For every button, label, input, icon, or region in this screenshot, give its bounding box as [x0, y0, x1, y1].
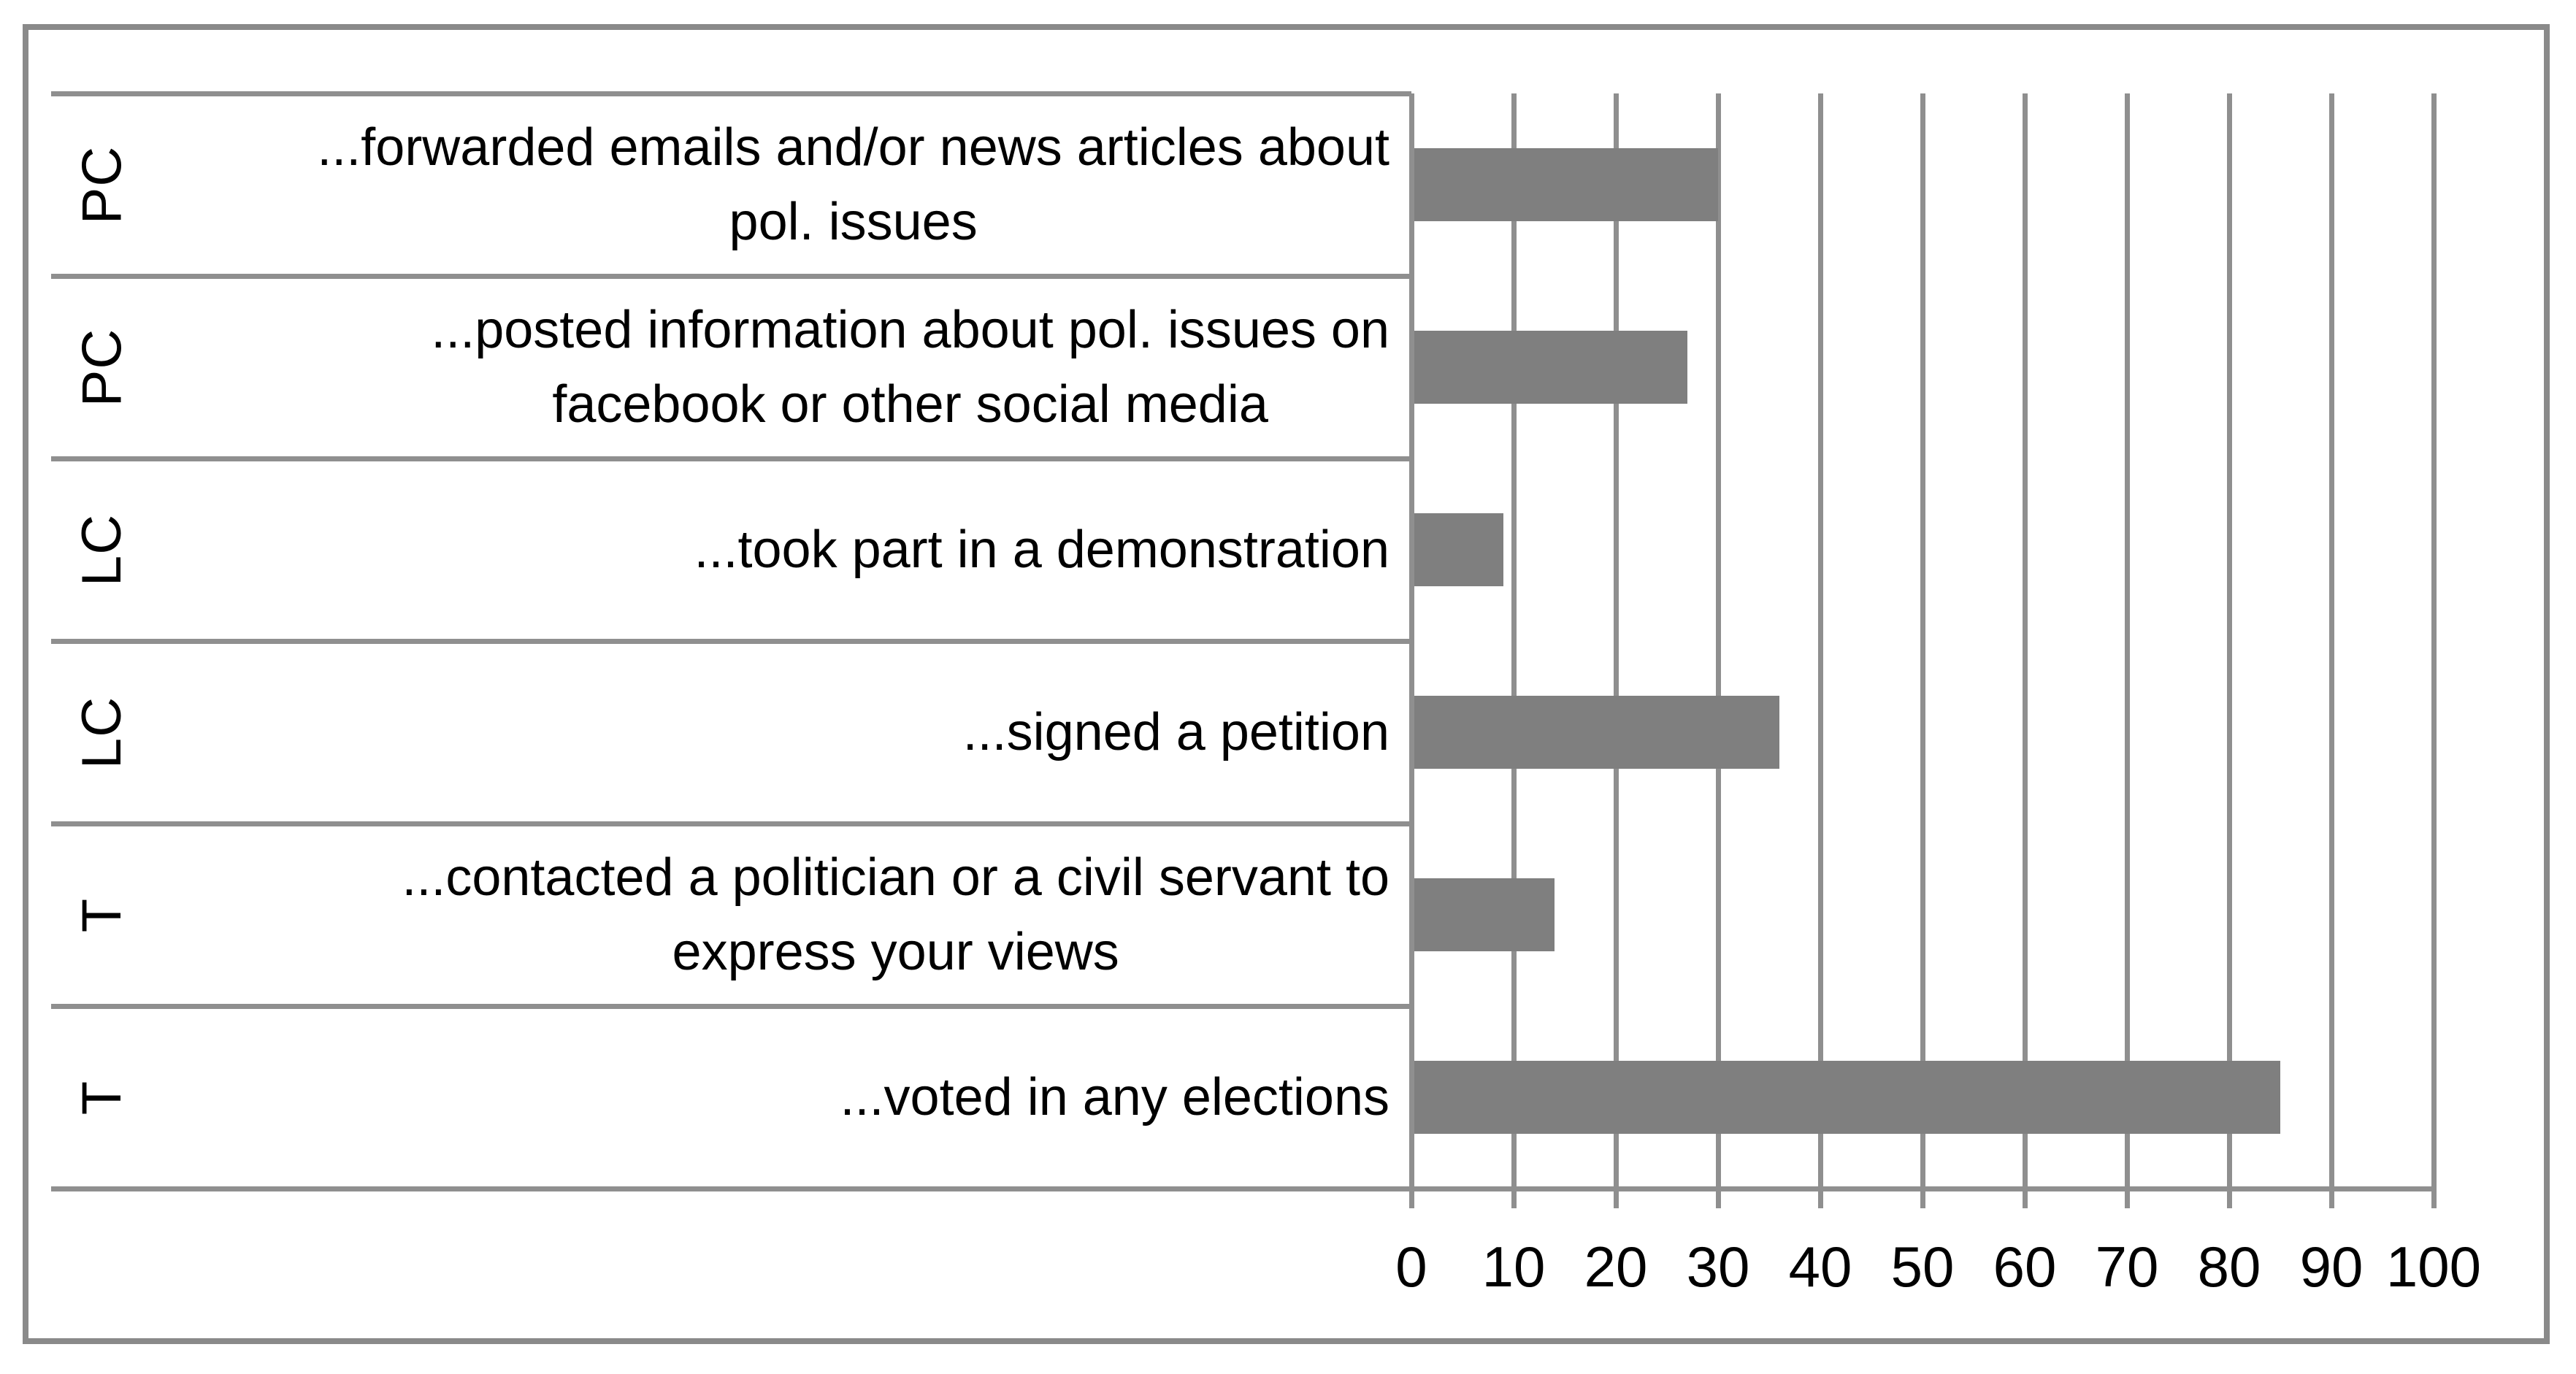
category-label-cell: ...contacted a politician or a civil ser… [161, 824, 1411, 1006]
group-label-cell: PC [51, 93, 153, 276]
category-label-line: ...posted information about pol. issues … [431, 301, 1389, 359]
category-label-line: facebook or other social media [552, 375, 1268, 434]
category-label-cell: ...posted information about pol. issues … [161, 276, 1411, 458]
group-label-cell: T [51, 1006, 153, 1189]
gridline [2023, 93, 2028, 1208]
bar [1411, 1061, 2280, 1134]
category-label-cell: ...signed a petition [161, 641, 1411, 824]
y-axis-line [1409, 93, 1414, 1208]
x-tick-label: 80 [2197, 1235, 2261, 1299]
category-label-line: ...voted in any elections [840, 1068, 1389, 1127]
category-label: ...posted information about pol. issues … [431, 293, 1389, 442]
row-separator-line [51, 639, 1411, 644]
category-label-cell: ...took part in a demonstration [161, 458, 1411, 641]
x-tick-label: 40 [1788, 1235, 1852, 1299]
category-label: ...voted in any elections [840, 1060, 1389, 1135]
gridline [1511, 93, 1517, 1208]
category-label: ...forwarded emails and/or news articles… [317, 110, 1389, 259]
x-tick-label: 10 [1481, 1235, 1546, 1299]
bar [1411, 148, 1718, 221]
x-tick-label: 70 [2095, 1235, 2159, 1299]
x-tick-label: 60 [1993, 1235, 2057, 1299]
category-label-line: express your views [672, 923, 1119, 981]
group-label: PC [71, 145, 134, 224]
gridline [1716, 93, 1721, 1208]
group-label-cell: LC [51, 458, 153, 641]
category-label-line: ...forwarded emails and/or news articles… [317, 118, 1389, 177]
x-tick-label: 90 [2299, 1235, 2364, 1299]
group-label-cell: T [51, 824, 153, 1006]
group-label: T [71, 897, 134, 932]
group-label-cell: PC [51, 276, 153, 458]
row-separator-line [51, 1004, 1411, 1009]
x-tick-label: 30 [1686, 1235, 1750, 1299]
row-separator-line [51, 274, 1411, 279]
gridline [2431, 93, 2437, 1208]
category-label-line: ...signed a petition [962, 703, 1389, 761]
row-separator-line [51, 91, 1411, 96]
group-label: T [71, 1080, 134, 1115]
gridline [1818, 93, 1823, 1208]
gridline [1920, 93, 1925, 1208]
row-separator-line [51, 821, 1411, 826]
group-label: PC [71, 328, 134, 407]
x-tick-label: 0 [1395, 1235, 1427, 1299]
bar [1411, 696, 1779, 769]
category-label: ...took part in a demonstration [694, 513, 1389, 587]
category-label-cell: ...voted in any elections [161, 1006, 1411, 1189]
gridline [2329, 93, 2334, 1208]
bar [1411, 513, 1503, 586]
row-separator-line [51, 456, 1411, 461]
gridline [2125, 93, 2130, 1208]
category-label-cell: ...forwarded emails and/or news articles… [161, 93, 1411, 276]
gridline [2227, 93, 2232, 1208]
category-label-line: ...took part in a demonstration [694, 521, 1389, 579]
gridline [1614, 93, 1619, 1208]
x-axis-line [51, 1186, 2437, 1191]
x-tick-label: 100 [2385, 1235, 2482, 1299]
bar [1411, 331, 1687, 404]
category-label: ...contacted a politician or a civil ser… [402, 840, 1389, 989]
category-label: ...signed a petition [963, 695, 1389, 769]
x-tick-label: 50 [1890, 1235, 1955, 1299]
category-label-line: ...contacted a politician or a civil ser… [402, 848, 1389, 907]
group-label: LC [71, 513, 134, 586]
x-tick-label: 20 [1584, 1235, 1648, 1299]
group-label: LC [71, 696, 134, 769]
group-label-cell: LC [51, 641, 153, 824]
bar [1411, 878, 1555, 951]
category-label-line: pol. issues [729, 193, 978, 251]
